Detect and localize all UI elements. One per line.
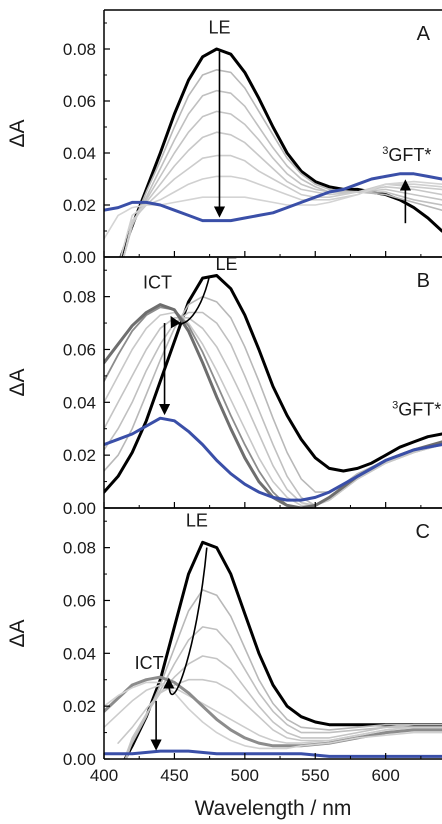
y-tick-label: 0.08: [63, 288, 96, 307]
y-tick-label: 0.06: [63, 92, 96, 111]
y-axis-label: ΔA: [6, 119, 29, 147]
series-line-5: [104, 684, 442, 744]
annotation-text: GFT*: [398, 400, 441, 420]
series-group: [104, 540, 442, 759]
annotation-text: GFT*: [388, 145, 431, 165]
panel-B: 0.00 0.02 0.04 0.06 0.08 ΔA B ICT LE 3GFT*: [6, 254, 442, 518]
series-line-0: [104, 274, 442, 494]
series-line-3: [104, 317, 442, 507]
y-tick-label: 0.02: [63, 196, 96, 215]
series-line-7: [104, 681, 442, 750]
annotation-label: LE: [208, 17, 230, 37]
y-tick-label: 0.00: [63, 750, 96, 769]
series-line-5: [122, 154, 442, 257]
series-line-6: [120, 175, 442, 257]
annotation-label: LE: [186, 510, 208, 530]
series-group: [104, 47, 442, 257]
y-tick-label: 0.02: [63, 697, 96, 716]
y-tick-label: 0.06: [63, 340, 96, 359]
y-axis-label: ΔA: [6, 368, 29, 396]
annotation-label: 3GFT*: [392, 400, 441, 420]
y-axis-label: ΔA: [6, 619, 29, 647]
annotation-label: LE: [216, 254, 238, 274]
panel-A: 0.00 0.02 0.04 0.06 0.08 ΔA A LE 3GFT*: [6, 9, 442, 267]
x-tick-label: 500: [231, 766, 259, 785]
annotation-label: ICT: [143, 273, 172, 293]
y-tick-label: 0.06: [63, 591, 96, 610]
annotation-label: 3GFT*: [382, 145, 431, 165]
x-tick-label: 600: [371, 766, 399, 785]
series-line-8: [104, 172, 442, 223]
y-tick-label: 0.04: [63, 644, 96, 663]
curved-arrow: [163, 547, 208, 696]
x-tick-label: 400: [90, 766, 118, 785]
panel-label: B: [417, 270, 430, 292]
series-line-4: [104, 311, 442, 507]
series-line-7: [104, 180, 442, 240]
panel-C: 0.00 0.02 0.04 0.06 0.08 400 450 500 550 600 ΔA C LE…: [6, 507, 442, 785]
series-line-7: [104, 416, 442, 502]
x-axis-label: Wavelength / nm: [195, 797, 352, 820]
x-tick-label: 450: [160, 766, 188, 785]
y-tick-label: 0.08: [63, 539, 96, 558]
y-tick-label: 0.08: [63, 40, 96, 59]
panel-label: A: [417, 23, 431, 45]
panels-group: 0.000.020.040.060.08ΔAALE3GFT*0.000.020.…: [6, 9, 442, 785]
y-tick-label: 0.02: [63, 446, 96, 465]
x-tick-label: 550: [301, 766, 329, 785]
annotation-superscript: 3: [382, 145, 388, 157]
annotation-label: ICT: [135, 653, 164, 673]
series-line-2: [125, 626, 442, 759]
y-tick-label: 0.00: [63, 248, 96, 267]
y-tick-label: 0.00: [63, 499, 96, 518]
curved-arrow: [170, 275, 211, 329]
series-line-0: [123, 540, 442, 759]
series-group: [104, 274, 442, 508]
y-tick-label: 0.04: [63, 393, 96, 412]
panel-label: C: [416, 521, 430, 543]
series-line-8: [104, 749, 442, 758]
series-line-3: [125, 655, 442, 755]
y-tick-label: 0.04: [63, 144, 96, 163]
annotation-superscript: 3: [392, 400, 398, 412]
